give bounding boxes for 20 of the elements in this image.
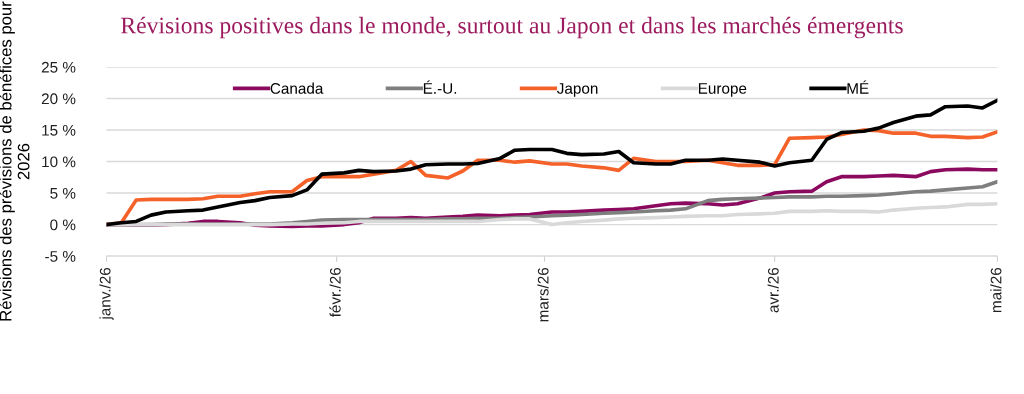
y-tick-label: -5 % xyxy=(45,251,76,262)
y-tick-label: 5 % xyxy=(50,187,76,199)
y-tick-label: 10 % xyxy=(42,156,76,168)
legend-label: Europe xyxy=(698,83,747,97)
y-tick-label: 25 % xyxy=(41,61,76,73)
y-tick-label: 15 % xyxy=(42,124,76,136)
x-tick-label: févr./26 xyxy=(329,267,341,318)
x-tick-label: janv./26 xyxy=(99,267,114,320)
y-axis-title: Révisions des prévisions de bénéfices pour 2026 xyxy=(0,1,30,321)
legend-label: Japon xyxy=(557,83,598,97)
x-tick-label: avr./26 xyxy=(767,267,779,313)
y-tick-label: 0 % xyxy=(50,219,76,231)
x-tick-label: mai/26 xyxy=(990,267,1002,313)
y-tick-label: 20 % xyxy=(41,93,76,105)
legend-label: Canada xyxy=(270,82,324,94)
chart-title: Révisions positives dans le monde, surtout au Japon et dans les marchés émergents xyxy=(121,16,903,39)
legend-label: MÉ xyxy=(847,80,869,94)
legend-label: É.-U. xyxy=(423,80,457,94)
line-series xyxy=(106,98,998,227)
x-tick-label: mars/26 xyxy=(537,267,549,322)
